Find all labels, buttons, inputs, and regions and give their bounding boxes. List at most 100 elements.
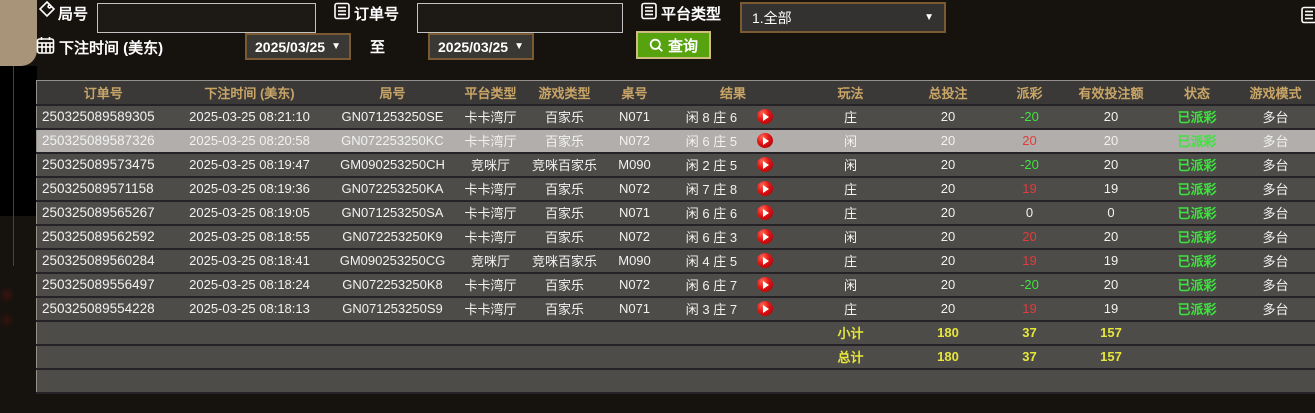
cell-valid-bet: 19: [1063, 248, 1159, 273]
cell-valid-bet: 20: [1063, 272, 1159, 297]
query-button[interactable]: 查询: [636, 31, 711, 59]
list-icon: [1301, 6, 1315, 24]
cell-valid-bet: 20: [1063, 224, 1159, 249]
result-text: 闲 8 庄 6: [685, 110, 738, 125]
cell-payout: -20: [995, 104, 1064, 129]
play-video-icon[interactable]: [757, 301, 774, 316]
empty-cell: [800, 368, 901, 393]
cell-game-mode: 多台: [1235, 224, 1315, 249]
tag-icon: [38, 1, 56, 18]
column-header[interactable]: 游戏类型: [525, 80, 604, 105]
cell-platform: 卡卡湾厅: [455, 224, 526, 249]
empty-cell: [169, 344, 330, 369]
play-video-icon[interactable]: [757, 133, 774, 148]
query-button-label: 查询: [667, 37, 698, 55]
play-video-icon[interactable]: [757, 229, 774, 244]
bet-records-table: 订单号 下注时间 (美东) 局号 平台类型 游戏类型 桌号 结果 玩法 总投注 派彩 有效投注额 状态…: [36, 80, 1315, 394]
empty-cell: [169, 368, 330, 393]
column-header[interactable]: 桌号: [603, 80, 666, 105]
cell-order-no: 250325089565267: [36, 200, 170, 225]
play-video-icon[interactable]: [757, 205, 774, 220]
subtotal-row-total-bet: 180: [900, 320, 996, 345]
cell-payout: 19: [995, 248, 1064, 273]
play-video-icon[interactable]: [757, 253, 774, 268]
cell-valid-bet: 20: [1063, 128, 1159, 153]
play-video-icon[interactable]: [757, 277, 774, 292]
game-no-input[interactable]: [97, 3, 316, 33]
table-row[interactable]: 250325089565267 2025-03-25 08:19:05 GN0712…: [36, 200, 1315, 225]
column-header[interactable]: 游戏模式: [1235, 80, 1315, 105]
column-header[interactable]: 总投注: [900, 80, 996, 105]
cell-game-no: GN072253250K8: [329, 272, 456, 297]
play-video-icon[interactable]: [757, 157, 774, 172]
result-text: 闲 6 庄 5: [685, 134, 738, 149]
column-header[interactable]: 订单号: [36, 80, 170, 105]
list-icon: [334, 2, 350, 20]
cell-game-no: GN072253250KA: [329, 176, 456, 201]
column-header[interactable]: 状态: [1158, 80, 1236, 105]
cell-status: 已派彩: [1158, 224, 1236, 249]
subtotal-row-label: 小计: [800, 320, 901, 345]
cell-game-type: 百家乐: [525, 104, 604, 129]
chevron-down-icon: ▼: [924, 12, 934, 23]
cell-game-type: 竞咪百家乐: [525, 248, 604, 273]
cell-valid-bet: 20: [1063, 104, 1159, 129]
cell-game-no: GM090253250CG: [329, 248, 456, 273]
cell-total-bet: 20: [900, 200, 996, 225]
table-row[interactable]: 250325089589305 2025-03-25 08:21:10 GN0712…: [36, 104, 1315, 129]
cell-table-no: N072: [603, 128, 666, 153]
column-header[interactable]: 结果: [665, 80, 801, 105]
cell-platform: 卡卡湾厅: [455, 272, 526, 297]
empty-row: [36, 368, 1315, 393]
table-row[interactable]: 250325089573475 2025-03-25 08:19:47 GM0902…: [36, 152, 1315, 177]
cell-bet-time: 2025-03-25 08:20:58: [169, 128, 330, 153]
cell-bet-time: 2025-03-25 08:18:13: [169, 296, 330, 321]
order-no-input[interactable]: [417, 3, 623, 33]
cell-play: 庄: [800, 248, 901, 273]
date-to-select[interactable]: 2025/03/25 ▼: [428, 33, 534, 60]
table-header-row: 订单号 下注时间 (美东) 局号 平台类型 游戏类型 桌号 结果 玩法 总投注 派彩 有效投注额 状态…: [36, 80, 1315, 105]
cell-platform: 竞咪厅: [455, 152, 526, 177]
empty-cell: [329, 320, 456, 345]
column-header[interactable]: 玩法: [800, 80, 901, 105]
cell-total-bet: 20: [900, 272, 996, 297]
date-from-value: 2025/03/25: [255, 38, 326, 55]
cell-game-no: GM090253250CH: [329, 152, 456, 177]
cell-payout: -20: [995, 152, 1064, 177]
column-header[interactable]: 下注时间 (美东): [169, 80, 330, 105]
table-row[interactable]: 250325089556497 2025-03-25 08:18:24 GN0722…: [36, 272, 1315, 297]
play-video-icon[interactable]: [757, 109, 774, 124]
grand-total-row-payout: 37: [995, 344, 1064, 369]
cell-play: 庄: [800, 296, 901, 321]
background-left-strip: [0, 66, 37, 216]
cell-game-no: GN071253250SE: [329, 104, 456, 129]
empty-cell: [603, 344, 666, 369]
cell-order-no: 250325089589305: [36, 104, 170, 129]
cell-table-no: N072: [603, 224, 666, 249]
cell-play: 闲: [800, 272, 901, 297]
table-row[interactable]: 250325089571158 2025-03-25 08:19:36 GN0722…: [36, 176, 1315, 201]
column-header[interactable]: 有效投注额: [1063, 80, 1159, 105]
column-header[interactable]: 派彩: [995, 80, 1064, 105]
table-row[interactable]: 250325089587326 2025-03-25 08:20:58 GN0722…: [36, 128, 1315, 153]
empty-cell: [1158, 344, 1236, 369]
table-row[interactable]: 250325089554228 2025-03-25 08:18:13 GN0712…: [36, 296, 1315, 321]
cell-game-type: 百家乐: [525, 296, 604, 321]
cell-game-type: 百家乐: [525, 272, 604, 297]
play-video-icon[interactable]: [757, 181, 774, 196]
cell-result: 闲 6 庄 3: [665, 224, 801, 249]
table-row[interactable]: 250325089562592 2025-03-25 08:18:55 GN0722…: [36, 224, 1315, 249]
empty-cell: [525, 344, 604, 369]
empty-cell: [995, 368, 1064, 393]
platform-type-select[interactable]: 1.全部 ▼: [740, 2, 946, 33]
cell-bet-time: 2025-03-25 08:19:05: [169, 200, 330, 225]
cell-order-no: 250325089554228: [36, 296, 170, 321]
date-from-select[interactable]: 2025/03/25 ▼: [245, 33, 351, 60]
column-header[interactable]: 局号: [329, 80, 456, 105]
column-header[interactable]: 平台类型: [455, 80, 526, 105]
cell-table-no: N072: [603, 176, 666, 201]
cell-order-no: 250325089571158: [36, 176, 170, 201]
list-icon: [641, 2, 657, 20]
table-row[interactable]: 250325089560284 2025-03-25 08:18:41 GM0902…: [36, 248, 1315, 273]
